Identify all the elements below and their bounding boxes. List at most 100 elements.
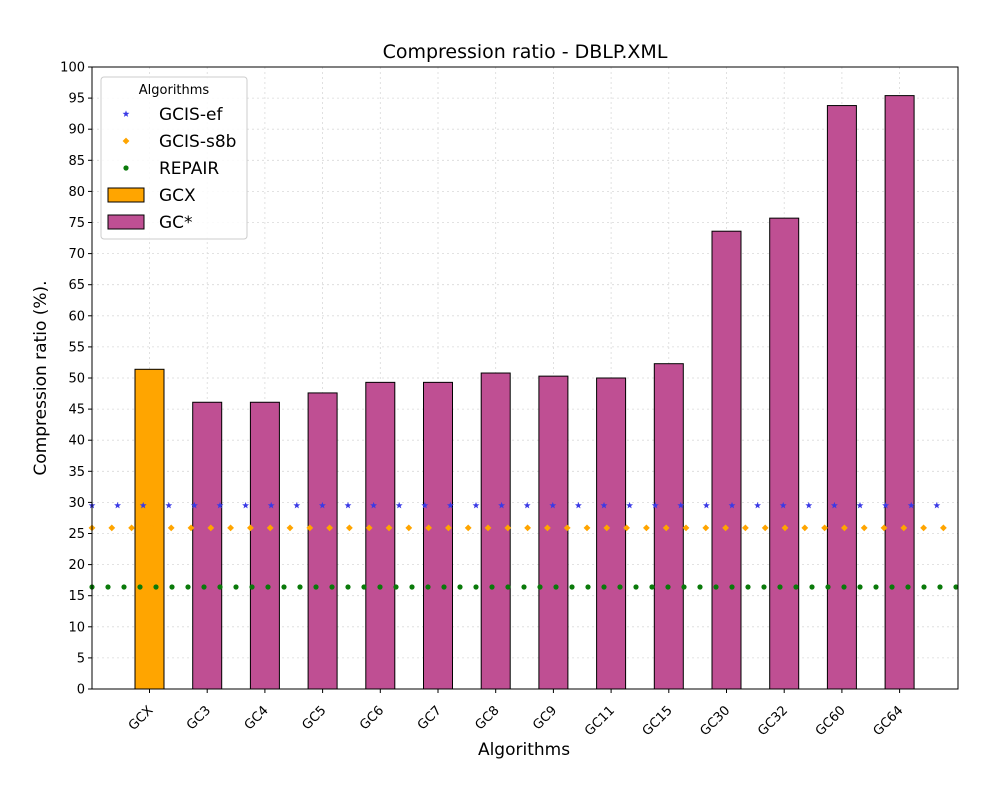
bar-gc64 [884,95,915,690]
diamond-marker [405,524,413,532]
circle-marker [857,584,863,590]
x-tick-label-gc8: GC8 [473,703,503,733]
circle-marker [713,584,719,590]
circle-marker [697,584,703,590]
circle-marker [425,584,431,590]
circle-marker [777,584,783,590]
star-marker [190,501,198,509]
x-tick-label-gc6: GC6 [357,703,387,733]
diamond-marker [247,524,254,532]
y-tick-label: 75 [68,216,85,231]
reference-line-gcis-ef [88,501,941,509]
star-marker [114,501,122,509]
star-marker [293,501,301,509]
bar-gc4 [249,401,280,690]
circle-marker [409,584,415,590]
diamond-marker [623,524,630,532]
y-tick-label: 55 [68,340,85,355]
circle-marker [201,584,207,590]
star-marker [421,501,429,509]
diamond-marker [761,524,769,532]
y-tick-label: 80 [68,185,85,200]
chart-title: Compression ratio - DBLP.XML [383,41,668,63]
diamond-marker [306,524,314,532]
x-tick-label-gc64: GC64 [871,703,907,739]
circle-marker [553,584,559,590]
y-tick-label: 90 [68,123,85,138]
star-marker [574,501,582,509]
circle-marker [537,584,543,590]
star-marker [933,501,941,509]
diamond-marker [643,524,650,532]
circle-marker [793,584,799,590]
x-tick-label-gc15: GC15 [640,703,676,739]
legend-label: GC* [159,213,193,233]
star-marker [907,501,915,509]
diamond-marker [583,524,591,532]
bar-gc32 [769,217,800,690]
legend-label: GCX [159,186,196,206]
star-marker [370,501,378,509]
circle-marker [585,584,591,590]
star-marker [779,501,787,509]
star-marker [267,501,275,509]
y-tick-label: 25 [68,527,85,542]
diamond-marker [781,524,789,532]
diamond-marker [880,524,888,532]
circle-marker [377,584,383,590]
diamond-marker [603,524,611,532]
star-marker [472,501,480,509]
legend-marker [123,165,129,171]
diamond-marker [682,524,690,532]
circle-marker [809,584,815,590]
star-marker [498,501,506,509]
diamond-marker [227,524,234,532]
star-marker [651,501,659,509]
y-tick-label: 100 [60,61,85,76]
circle-marker [329,584,335,590]
circle-marker [441,584,447,590]
circle-marker [345,584,351,590]
diamond-marker [128,524,135,532]
bar-gc6 [365,381,396,690]
legend-swatch [107,187,145,203]
y-tick-label: 30 [68,496,85,511]
circle-marker [601,584,607,590]
legend-entry-gcis-s8b: GCIS-s8b [122,132,236,152]
x-tick-label-gc32: GC32 [755,703,791,739]
bar-gc3 [192,401,223,690]
legend-label: REPAIR [159,159,219,179]
diamond-marker [207,524,215,532]
y-tick-label: 95 [68,92,85,107]
legend-swatch [107,214,145,230]
bar-gc11 [596,377,627,690]
y-tick-label: 0 [77,683,85,698]
circle-marker [361,584,367,590]
bar-gc7 [423,381,453,690]
y-tick-label: 10 [68,620,85,635]
legend: Algorithms GCIS-ef GCIS-s8b REPAIR GCX GC* [100,76,248,240]
diamond-marker [920,524,927,532]
star-marker [728,501,736,509]
legend-title: Algorithms [139,83,210,98]
circle-marker [937,584,943,590]
circle-marker [633,584,639,590]
diamond-marker [821,524,828,532]
star-marker [216,501,224,509]
circle-marker [953,584,959,590]
x-tick-label-gc9: GC9 [530,703,560,733]
circle-marker [105,584,111,590]
legend-entries: GCIS-ef GCIS-s8b REPAIR GCX GC* [107,105,236,233]
circle-marker [169,584,175,590]
bar-gc15 [653,363,684,690]
legend-entry-gcx: GCX [107,186,196,206]
y-tick-label: 50 [68,372,85,387]
diamond-marker [365,524,373,532]
x-axis-label: Algorithms [478,740,570,760]
bars [134,95,915,690]
y-tick-label: 5 [77,651,85,666]
circle-marker [233,584,239,590]
x-tick-label-gc30: GC30 [697,703,733,739]
star-marker [549,501,557,509]
